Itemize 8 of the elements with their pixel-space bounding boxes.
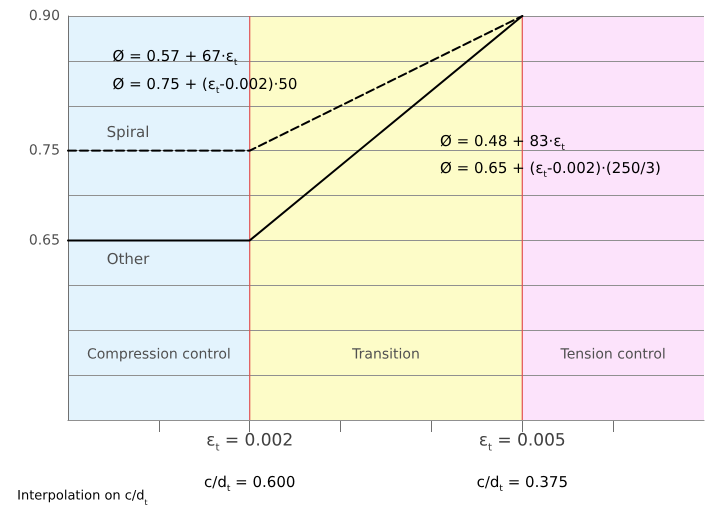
band-label: Compression control [86,346,231,362]
band-label: Tension control [560,346,666,362]
series-label: Spiral [106,123,150,142]
y-tick-label: 0.75 [28,142,60,159]
y-tick-label: 0.90 [28,8,60,24]
series-label: Other [106,250,150,268]
band-label: Transition [351,346,420,362]
y-tick-label: 0.65 [28,232,60,248]
